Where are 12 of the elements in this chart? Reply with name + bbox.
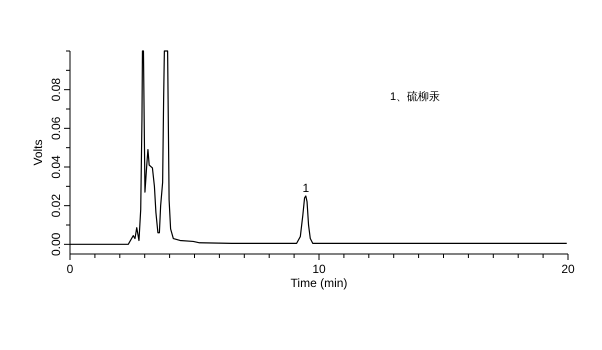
x-tick-label: 20 xyxy=(561,262,575,276)
x-tick-label: 0 xyxy=(66,262,74,276)
y-tick-label: 0.06 xyxy=(49,116,63,140)
y-tick-label: 0.08 xyxy=(49,78,63,102)
y-tick-label: 0.00 xyxy=(49,232,63,256)
y-axis-title: Volts xyxy=(31,139,45,166)
x-tick-label: 10 xyxy=(312,262,326,276)
annotation: 1 xyxy=(302,181,310,195)
x-axis-title: Time (min) xyxy=(290,276,348,290)
annotation: 1、硫柳汞 xyxy=(390,90,440,103)
y-tick-label: 0.02 xyxy=(49,194,63,218)
y-tick-label: 0.04 xyxy=(49,155,63,179)
